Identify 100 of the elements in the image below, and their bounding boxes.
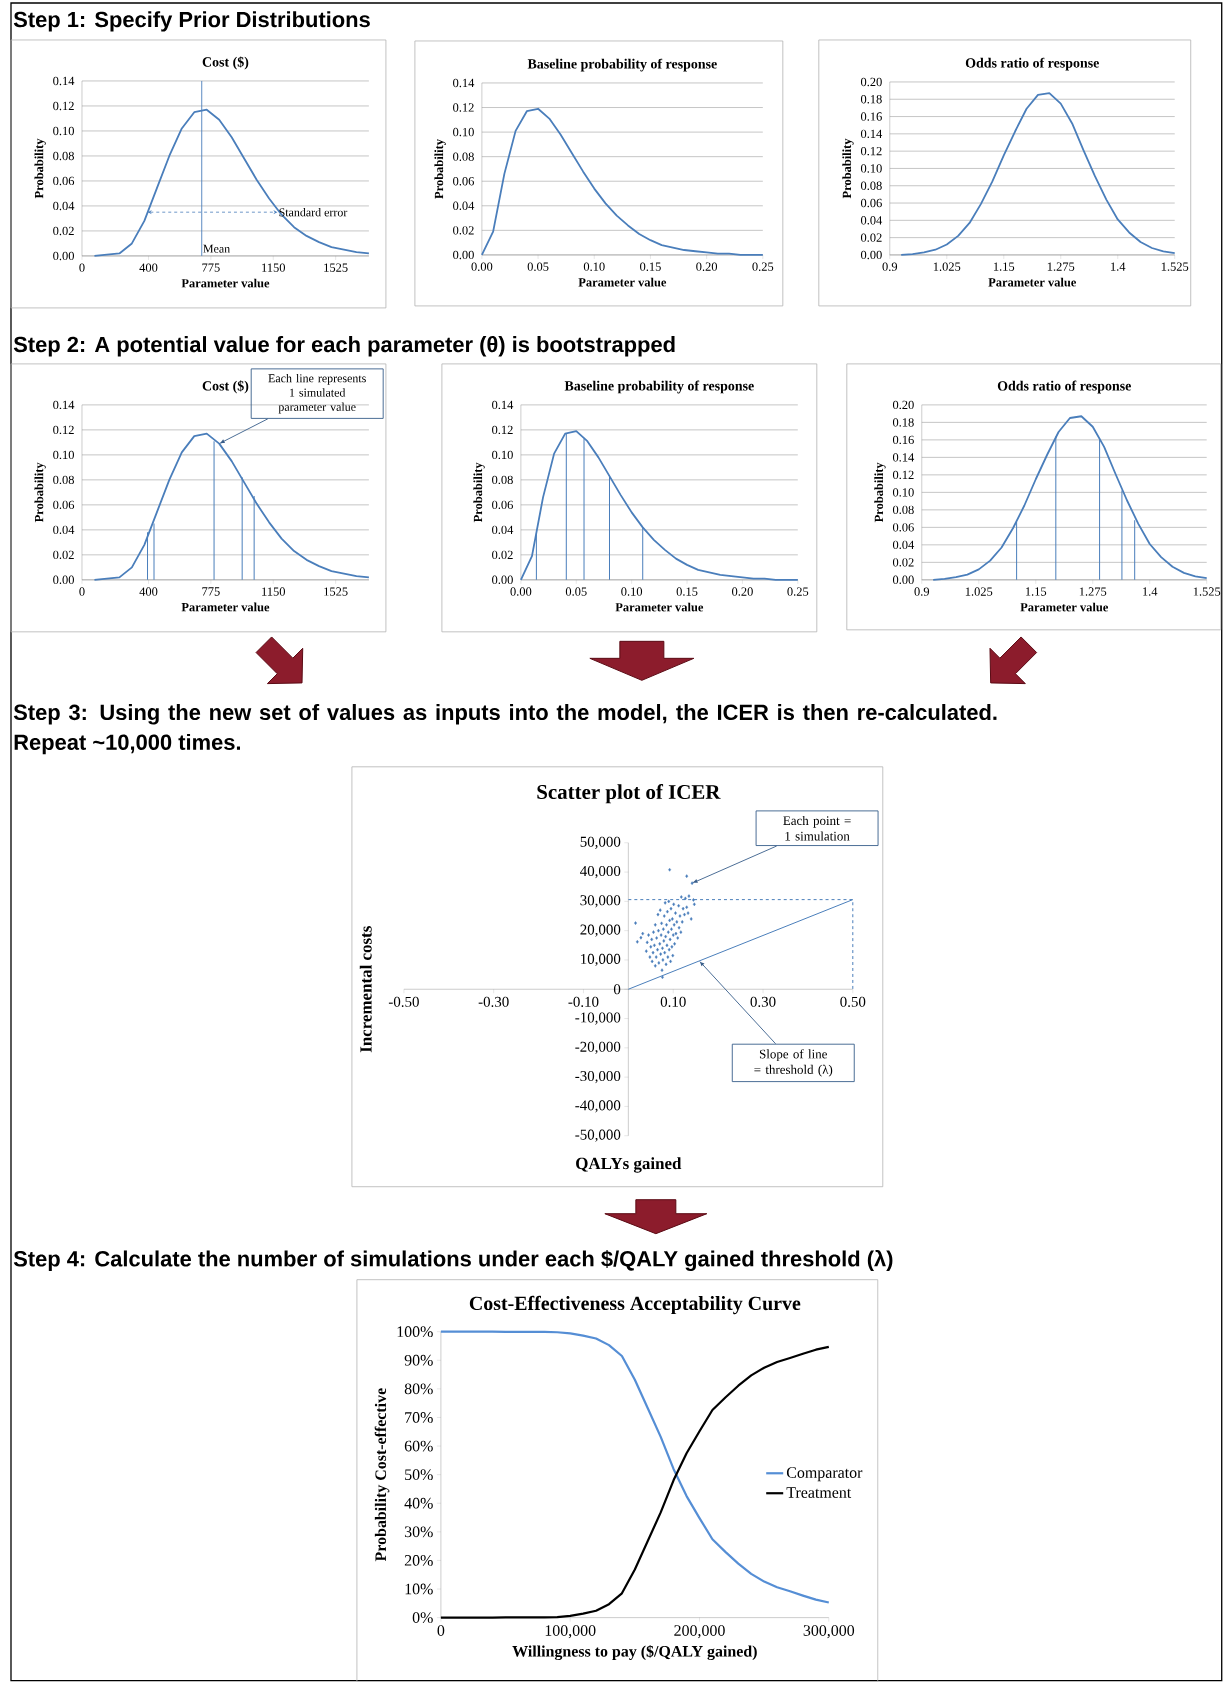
y-tick-label: 0.08	[53, 151, 74, 161]
y-tick-label: 0.06	[53, 176, 75, 186]
y-tick-label: 0.06	[492, 500, 513, 510]
x-tick-label: 1.525	[1161, 262, 1189, 271]
y-tick-label: -50,000	[575, 1129, 621, 1142]
y-tick-label: 0.04	[892, 540, 915, 550]
y-tick-label: 0.12	[492, 425, 513, 435]
y-tick-label: 0.08	[53, 475, 74, 485]
y-tick-label: 100%	[397, 1326, 433, 1338]
y-tick-label: 0.08	[453, 152, 474, 161]
x-axis-title: Parameter value	[181, 602, 270, 612]
y-tick-label: 40,000	[580, 865, 621, 879]
y-axis-title: Probability	[473, 462, 485, 523]
x-tick-label: 1.275	[1079, 587, 1107, 596]
y-tick-label: 0.12	[453, 103, 474, 112]
y-tick-label: 0.20	[860, 77, 882, 87]
y-tick-label: 0.08	[492, 475, 513, 485]
x-tick-label: 0.00	[510, 587, 532, 596]
y-axis-title: Probability	[34, 462, 46, 523]
chart-title: Baseline probability of response	[527, 58, 717, 72]
x-tick-label: 0.20	[696, 262, 718, 271]
annotation: Each line represents 1 simulated parameter value	[268, 373, 366, 414]
y-tick-label: 90%	[404, 1354, 433, 1366]
y-tick-label: 0.00	[53, 251, 74, 261]
y-tick-label: 0.14	[453, 78, 475, 88]
y-tick-label: 70%	[405, 1412, 433, 1423]
y-tick-label: 0.02	[860, 233, 882, 242]
y-tick-label: 0.18	[860, 95, 882, 104]
x-axis-title: Parameter value	[1020, 602, 1108, 612]
y-tick-label: 0.04	[860, 216, 883, 225]
y-tick-label: 0.16	[892, 435, 914, 445]
y-tick-label: 0.00	[453, 250, 474, 260]
annotation: Slope of line = threshold (λ)	[754, 1049, 833, 1077]
y-tick-label: 0.10	[453, 127, 474, 137]
x-tick-label: 0.9	[882, 262, 898, 271]
x-tick-label: 400	[139, 587, 158, 596]
y-axis-title: Probability	[874, 462, 886, 523]
x-tick-label: 100,000	[545, 1625, 596, 1639]
x-tick-label: 0.9	[914, 587, 930, 596]
text: Step 2: A potential value for each parameter (θ) is bootstrapped	[13, 336, 675, 357]
y-tick-label: 0	[613, 984, 621, 995]
y-tick-label: 0.02	[53, 550, 74, 560]
x-tick-label: 1.025	[933, 262, 961, 271]
text: Step 1: Specify Prior Distributions	[13, 11, 370, 32]
text: Step 4: Calculate the number of simulations under each $/QALY gained threshold (λ)	[13, 1249, 893, 1271]
x-tick-label: 0.20	[731, 587, 753, 596]
y-axis-title: Probability	[842, 138, 854, 199]
y-tick-label: 20,000	[580, 924, 621, 937]
y-tick-label: 0.04	[492, 525, 514, 535]
y-tick-label: 0.10	[492, 450, 513, 460]
x-tick-label: 1150	[262, 587, 285, 596]
y-tick-label: -40,000	[575, 1100, 621, 1113]
x-tick-label: 0.10	[621, 587, 643, 596]
x-axis-title: QALYs gained	[576, 1157, 682, 1173]
x-tick-label: 0	[79, 263, 85, 272]
x-tick-label: 0.05	[527, 262, 549, 271]
y-tick-label: 0.10	[892, 488, 914, 497]
x-tick-label: 0.05	[565, 587, 587, 596]
y-tick-label: -30,000	[575, 1071, 621, 1084]
x-axis-title: Parameter value	[615, 602, 704, 612]
y-tick-label: 60%	[404, 1440, 433, 1452]
x-tick-label: 0.15	[676, 587, 698, 596]
y-tick-label: -20,000	[575, 1041, 621, 1054]
y-tick-label: 0.12	[892, 470, 914, 480]
x-axis-title: Parameter value	[988, 277, 1076, 287]
y-tick-label: 40%	[404, 1497, 433, 1509]
chart-title: Odds ratio of response	[997, 380, 1131, 394]
legend-label: Comparator	[786, 1467, 863, 1482]
y-tick-label: 30,000	[580, 895, 621, 908]
y-tick-label: 0.02	[492, 550, 513, 560]
y-tick-label: 0.06	[453, 177, 474, 186]
x-tick-label: 1525	[324, 587, 348, 596]
y-tick-label: 80%	[404, 1383, 433, 1395]
y-tick-label: 0.14	[53, 76, 75, 86]
x-tick-label: 1150	[262, 263, 285, 272]
y-tick-label: 0.18	[892, 418, 914, 427]
y-tick-label: 0.14	[892, 453, 915, 462]
chart-title: Cost ($)	[202, 56, 249, 70]
y-tick-label: 0.04	[53, 201, 75, 211]
y-tick-label: 0.12	[53, 425, 74, 435]
x-tick-label: 0.25	[752, 262, 774, 271]
y-tick-label: 0%	[412, 1612, 433, 1624]
x-tick-label: 1.4	[1143, 587, 1158, 596]
y-tick-label: 0.00	[53, 575, 74, 585]
y-tick-label: 0.06	[53, 500, 75, 510]
y-tick-label: 0.04	[453, 201, 475, 211]
y-tick-label: 0.00	[860, 250, 882, 260]
y-axis-title: Probability	[434, 139, 446, 199]
x-axis-title: Parameter value	[181, 278, 270, 288]
x-tick-label: 200,000	[674, 1625, 725, 1639]
chart-title: Cost ($)	[202, 380, 249, 394]
x-axis-title: Parameter value	[578, 277, 667, 287]
x-tick-label: 400	[139, 263, 158, 272]
y-tick-label: 0.08	[860, 181, 882, 190]
x-tick-label: 0.25	[787, 587, 809, 596]
y-tick-label: 0.08	[892, 505, 914, 515]
y-tick-label: 0.06	[892, 523, 914, 532]
chart-title: Odds ratio of response	[965, 57, 1099, 71]
x-tick-label: 1.025	[965, 587, 993, 596]
y-tick-label: 30%	[404, 1526, 433, 1538]
